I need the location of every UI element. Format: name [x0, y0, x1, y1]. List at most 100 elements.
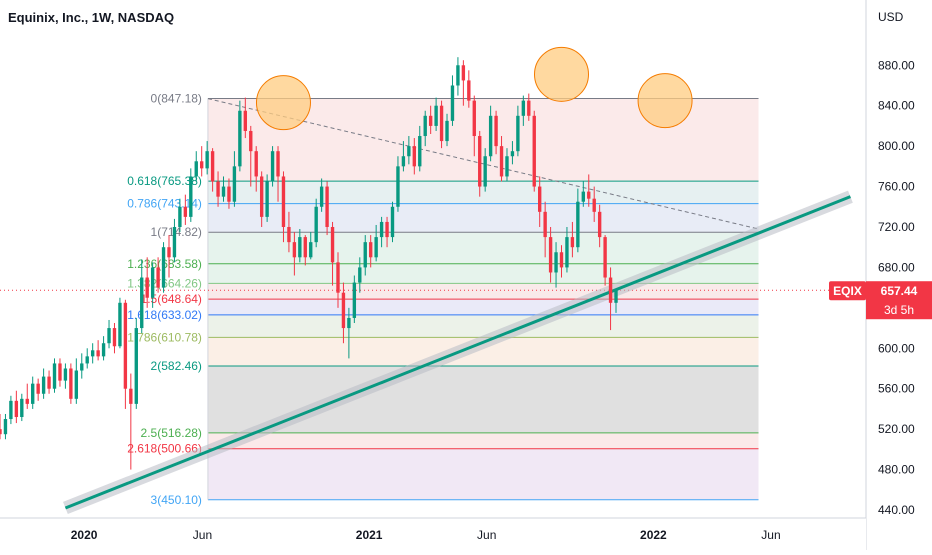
candle-body [488, 115, 493, 157]
candle-body [101, 343, 106, 357]
support-trendline [64, 195, 851, 510]
candle-body [189, 176, 193, 217]
candle-body [276, 151, 280, 177]
candle-body [309, 242, 313, 258]
candle-body [314, 206, 318, 243]
candle-body [423, 115, 427, 137]
x-tick-label-4: 2022 [640, 528, 667, 542]
candle-body [319, 186, 324, 207]
time-axis-bg [0, 518, 866, 550]
candle-body [494, 115, 498, 147]
fib-zone-6 [207, 299, 759, 315]
candle-body [472, 100, 476, 137]
candle-body [396, 166, 400, 207]
candle-body [390, 206, 395, 238]
candle-body [14, 400, 19, 418]
candle-body [238, 110, 242, 167]
candle-body [74, 370, 79, 399]
candle-body [521, 100, 526, 116]
candle-body [281, 176, 286, 227]
candle-body [554, 252, 558, 273]
candle-body [183, 206, 188, 217]
candle-body [80, 363, 84, 371]
candle-body [20, 398, 24, 418]
candle-body [161, 247, 166, 288]
candle-body [145, 277, 149, 298]
candle-body [134, 328, 138, 404]
candle-body [69, 368, 73, 399]
candle-body [614, 290, 618, 303]
fib-zone-5 [207, 283, 759, 300]
candle-body [205, 151, 209, 169]
candle-body [407, 146, 411, 157]
candle-body [216, 181, 220, 197]
candle-body [298, 237, 302, 258]
candle-body [527, 100, 531, 116]
candle-body [559, 252, 564, 268]
ticker-countdown: 3d 5h [884, 303, 914, 317]
y-tick-label-0: 880.00 [878, 58, 915, 72]
candle-body [592, 198, 596, 212]
fib-level-label-3: 1(714.82) [151, 225, 202, 239]
candle-body [232, 166, 237, 202]
y-tick-label-1: 840.00 [878, 99, 915, 113]
candle-body [439, 105, 444, 142]
candle-body [156, 267, 160, 288]
x-tick-label-0: 2020 [71, 528, 98, 542]
fib-level-label-12: 3(450.10) [151, 493, 202, 507]
y-tick-label-10: 480.00 [878, 463, 915, 477]
candle-body [287, 226, 291, 243]
y-tick-label-7: 600.00 [878, 341, 915, 355]
candle-body [85, 356, 89, 364]
pattern-circle-1 [533, 46, 589, 102]
candle-body [478, 136, 482, 187]
candle-body [107, 328, 111, 344]
candle-body [341, 292, 346, 329]
candle-body [129, 388, 133, 404]
candle-body [358, 267, 362, 283]
y-tick-label-11: 440.00 [878, 503, 915, 517]
candle-body [167, 247, 171, 258]
candle-body [347, 317, 351, 329]
candle-body [259, 176, 264, 217]
candle-body [385, 221, 389, 238]
candle-body [597, 211, 602, 238]
price-axis-bg [866, 0, 932, 550]
candle-body [505, 156, 509, 177]
candle-body [172, 226, 177, 258]
candle-body [461, 65, 466, 81]
y-tick-label-4: 720.00 [878, 220, 915, 234]
candle-body [570, 237, 575, 248]
fib-level-label-2: 0.786(743.14) [127, 197, 202, 211]
candle-body [608, 277, 613, 303]
candle-body [90, 350, 95, 357]
candle-body [178, 206, 182, 227]
candle-body [292, 242, 297, 258]
candle-body [52, 363, 57, 389]
candle-body [499, 146, 504, 177]
candle-body [112, 328, 117, 347]
candle-body [118, 302, 122, 347]
x-tick-label-1: Jun [193, 528, 212, 542]
candle-body [9, 400, 13, 420]
pattern-circle-2 [637, 73, 693, 129]
candle-body [450, 85, 455, 121]
ticker-badge: EQIX 657.44 3d 5h [829, 281, 932, 320]
candle-body [576, 201, 580, 248]
fib-level-label-10: 2.5(516.28) [141, 426, 202, 440]
y-tick-label-8: 560.00 [878, 382, 915, 396]
candle-body [467, 80, 471, 101]
candle-body [543, 211, 547, 238]
candle-body [243, 110, 248, 131]
candle-body [63, 368, 68, 381]
candle-body [41, 376, 46, 394]
candle-body [352, 282, 357, 318]
fib-zone-11 [207, 448, 759, 500]
fib-level-label-6: 1.5(648.64) [141, 292, 202, 306]
candle-body [140, 277, 144, 329]
candle-body [96, 350, 100, 357]
candle-body [412, 146, 416, 167]
fib-zone-1 [207, 181, 759, 204]
